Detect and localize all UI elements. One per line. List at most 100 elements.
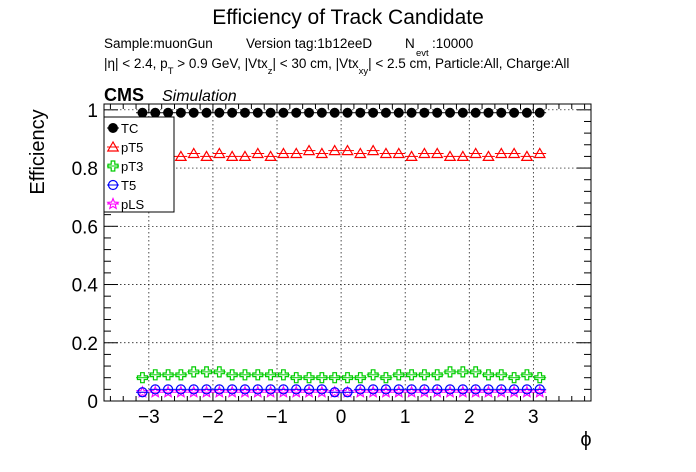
data-point	[482, 150, 495, 162]
data-point	[201, 384, 212, 395]
data-point	[162, 384, 174, 395]
data-point	[329, 107, 340, 118]
data-point	[508, 372, 520, 384]
info-line-2: |η| < 2.4, pT > 0.9 GeV, |Vtxz| < 30 cm,…	[104, 56, 569, 77]
series-pt3	[136, 366, 547, 384]
data-point	[226, 369, 238, 381]
data-point	[495, 369, 507, 381]
nevt-value: :10000	[432, 36, 473, 51]
data-point	[393, 107, 404, 118]
x-tick-label: 0	[336, 407, 347, 428]
data-point	[534, 384, 545, 395]
data-point	[239, 107, 250, 118]
legend-marker	[106, 140, 120, 152]
data-point	[418, 369, 430, 381]
data-point	[265, 369, 277, 381]
data-point	[328, 144, 341, 156]
legend-label: pT5	[121, 140, 143, 155]
data-point	[252, 384, 263, 395]
data-point	[366, 144, 380, 156]
cuts-sub-3: xy	[359, 66, 369, 77]
data-point	[225, 150, 239, 162]
data-point	[380, 107, 391, 118]
data-point	[496, 107, 507, 118]
data-point	[137, 387, 148, 398]
legend-label: TC	[121, 121, 138, 136]
data-point	[201, 107, 212, 118]
data-point	[278, 107, 289, 118]
data-point	[277, 369, 290, 381]
data-point	[444, 384, 456, 395]
data-point	[303, 372, 315, 384]
data-point	[432, 384, 443, 395]
data-point	[239, 369, 251, 381]
data-point	[457, 384, 468, 395]
y-tick-label: 1	[87, 101, 98, 122]
data-point	[291, 107, 302, 118]
data-point	[483, 384, 494, 395]
data-point	[393, 384, 404, 395]
data-point	[188, 384, 199, 395]
data-point	[456, 150, 470, 162]
data-point	[354, 147, 367, 159]
data-point	[291, 384, 302, 395]
data-point	[227, 107, 238, 118]
legend-label: pLS	[121, 197, 144, 212]
series-tc	[136, 107, 547, 118]
data-point	[303, 384, 315, 395]
data-point	[534, 107, 545, 118]
cuts-part-3: | < 30 cm, |Vtx	[272, 56, 358, 71]
data-point	[470, 107, 481, 118]
axis-ticks: −3 −2 −1 0 1 2 3 0 0.2 0.4 0.6 0.8 1	[72, 101, 591, 428]
data-point	[534, 372, 546, 384]
legend-entry-tc: TC	[107, 121, 138, 136]
legend: TC pT5 pT3 T5 pLS	[103, 116, 175, 213]
data-point	[496, 384, 507, 395]
data-point	[149, 369, 161, 381]
legend-label: pT3	[121, 159, 143, 174]
legend-marker	[108, 123, 118, 133]
data-point	[239, 384, 251, 395]
info-line-1: Sample:muonGun Version tag:1b12eeD N evt…	[104, 36, 473, 59]
data-point	[380, 384, 392, 395]
y-tick-label: 0.8	[72, 159, 98, 180]
data-point	[214, 107, 225, 118]
data-point	[419, 107, 430, 118]
data-point	[445, 107, 456, 118]
data-point	[251, 147, 265, 159]
cuts-part-1: |η| < 2.4, p	[104, 56, 168, 71]
data-point	[304, 107, 315, 118]
data-point	[289, 147, 303, 159]
cms-label: CMS	[104, 85, 144, 105]
chart-title: Efficiency of Track Candidate	[212, 6, 484, 29]
sample-label: Sample:muonGun	[104, 36, 213, 51]
data-point	[521, 107, 532, 118]
data-point	[521, 384, 533, 395]
data-point	[533, 147, 546, 159]
data-point	[444, 366, 456, 378]
data-point	[277, 147, 290, 159]
data-point	[507, 147, 521, 159]
data-point	[188, 107, 199, 118]
data-point	[150, 384, 161, 395]
x-axis-title: ϕ	[580, 429, 591, 451]
data-point	[188, 366, 200, 378]
data-point	[136, 372, 149, 384]
data-point	[509, 107, 520, 118]
data-point	[238, 150, 252, 162]
data-point	[418, 147, 431, 159]
data-point	[341, 144, 354, 156]
data-point	[342, 387, 353, 398]
legend-marker	[106, 197, 120, 210]
data-point	[432, 107, 443, 118]
data-point	[187, 147, 200, 159]
legend-entry-pls: pLS	[106, 197, 144, 212]
data-point	[265, 384, 276, 395]
y-tick-label: 0.2	[72, 334, 98, 355]
data-point	[354, 372, 366, 384]
data-point	[520, 150, 534, 162]
data-point	[290, 372, 302, 384]
data-point	[329, 372, 341, 384]
data-point	[457, 366, 469, 378]
data-point	[329, 387, 340, 398]
